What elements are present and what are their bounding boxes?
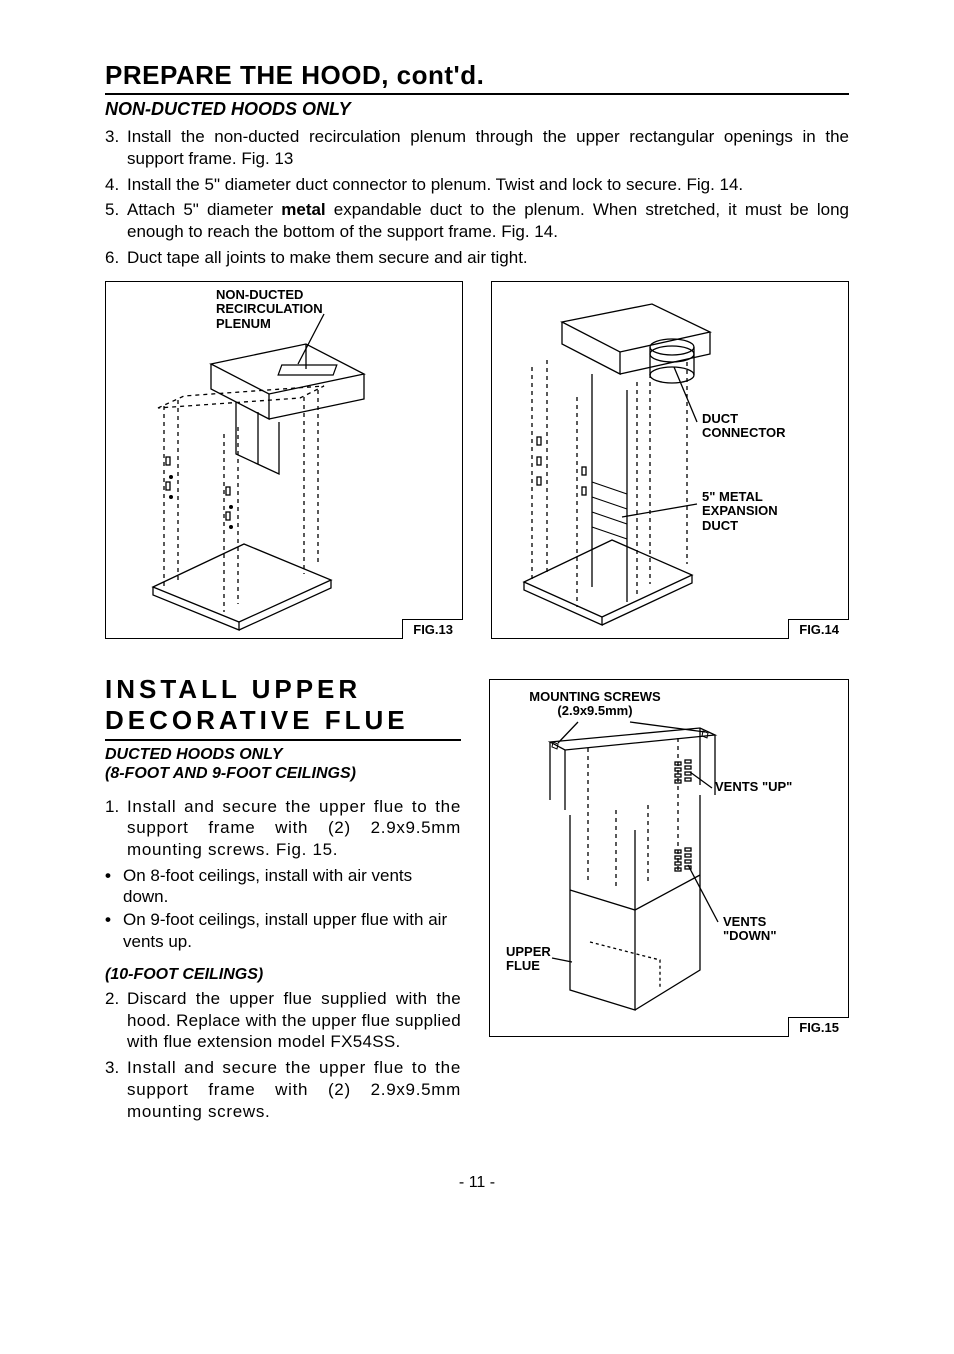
- callout-line: MOUNTING SCREWS: [520, 690, 670, 705]
- page-number: - 11 -: [105, 1174, 849, 1192]
- callout-line: VENTS: [723, 915, 777, 930]
- callout-upper-flue: UPPER FLUE: [506, 945, 551, 975]
- callout-line: FLUE: [506, 959, 551, 974]
- callout-line: PLENUM: [216, 317, 323, 332]
- figure-14: DUCT CONNECTOR 5" METAL EXPANSION DUCT: [491, 281, 849, 639]
- callout-connector: DUCT CONNECTOR: [702, 412, 786, 442]
- section-title: PREPARE THE HOOD, cont'd.: [105, 60, 849, 95]
- callout-line: 5" METAL: [702, 490, 778, 505]
- figure-label: FIG.14: [788, 619, 849, 639]
- section-title-2-line1: INSTALL UPPER: [105, 675, 461, 705]
- step-list-2: 1. Install and secure the upper flue to …: [105, 796, 461, 861]
- callout-line: UPPER: [506, 945, 551, 960]
- step-list-1: 3. Install the non-ducted recirculation …: [105, 126, 849, 269]
- figure-14-svg: [492, 282, 848, 636]
- subsection-10ft: (10-FOOT CEILINGS): [105, 966, 461, 984]
- step-item: 1. Install and secure the upper flue to …: [105, 796, 461, 861]
- callout-vents-down: VENTS "DOWN": [723, 915, 777, 945]
- step-num: 4.: [105, 174, 127, 196]
- callout-plenum: NON-DUCTED RECIRCULATION PLENUM: [216, 288, 323, 333]
- bullet-text: On 9-foot ceilings, install upper flue w…: [123, 909, 461, 952]
- figure-13: NON-DUCTED RECIRCULATION PLENUM: [105, 281, 463, 639]
- callout-line: "DOWN": [723, 929, 777, 944]
- callout-line: CONNECTOR: [702, 426, 786, 441]
- bullet-icon: •: [105, 865, 123, 908]
- step-item: 3. Install the non-ducted recirculation …: [105, 126, 849, 170]
- bullet-item: • On 9-foot ceilings, install upper flue…: [105, 909, 461, 952]
- step-pre: Attach 5" diameter: [127, 200, 281, 219]
- step-num: 6.: [105, 247, 127, 269]
- step-text: Install and secure the upper flue to the…: [127, 796, 461, 861]
- callout-line: DUCT: [702, 519, 778, 534]
- callout-line: NON-DUCTED: [216, 288, 323, 303]
- step-bold: metal: [281, 200, 325, 219]
- figure-label: FIG.15: [788, 1017, 849, 1037]
- step-text: Install and secure the upper flue to the…: [127, 1057, 461, 1122]
- step-text: Install the 5" diameter duct connector t…: [127, 174, 849, 196]
- bullet-list: • On 8-foot ceilings, install with air v…: [105, 865, 461, 952]
- subsection-title: NON-DUCTED HOODS ONLY: [105, 99, 849, 120]
- bullet-text: On 8-foot ceilings, install with air ven…: [123, 865, 461, 908]
- subsection-ducted: DUCTED HOODS ONLY (8-FOOT AND 9-FOOT CEI…: [105, 745, 461, 783]
- figure-15-svg: [490, 680, 846, 1034]
- step-item: 3. Install and secure the upper flue to …: [105, 1057, 461, 1122]
- callout-line: EXPANSION: [702, 504, 778, 519]
- callout-expansion: 5" METAL EXPANSION DUCT: [702, 490, 778, 535]
- step-num: 1.: [105, 796, 127, 861]
- figure-15: MOUNTING SCREWS (2.9x9.5mm) VENTS "UP" V…: [489, 679, 849, 1037]
- callout-line: DUCT: [702, 412, 786, 427]
- step-num: 5.: [105, 199, 127, 243]
- step-num: 3.: [105, 1057, 127, 1122]
- bullet-item: • On 8-foot ceilings, install with air v…: [105, 865, 461, 908]
- callout-vents-up: VENTS "UP": [715, 780, 792, 795]
- step-item: 4. Install the 5" diameter duct connecto…: [105, 174, 849, 196]
- step-text: Discard the upper flue supplied with the…: [127, 988, 461, 1053]
- step-item: 2. Discard the upper flue supplied with …: [105, 988, 461, 1053]
- sub-line: (8-FOOT AND 9-FOOT CEILINGS): [105, 764, 461, 783]
- step-num: 3.: [105, 126, 127, 170]
- section-title-2-line2: DECORATIVE FLUE: [105, 706, 461, 741]
- callout-line: RECIRCULATION: [216, 302, 323, 317]
- figure-13-svg: [106, 282, 462, 636]
- step-item: 5. Attach 5" diameter metal expandable d…: [105, 199, 849, 243]
- step-text: Duct tape all joints to make them secure…: [127, 247, 849, 269]
- step-item: 6. Duct tape all joints to make them sec…: [105, 247, 849, 269]
- step-text: Install the non-ducted recirculation ple…: [127, 126, 849, 170]
- step-num: 2.: [105, 988, 127, 1053]
- callout-line: (2.9x9.5mm): [520, 704, 670, 719]
- step-text: Attach 5" diameter metal expandable duct…: [127, 199, 849, 243]
- callout-screws: MOUNTING SCREWS (2.9x9.5mm): [520, 690, 670, 720]
- sub-line: DUCTED HOODS ONLY: [105, 745, 461, 764]
- step-list-3: 2. Discard the upper flue supplied with …: [105, 988, 461, 1123]
- bullet-icon: •: [105, 909, 123, 952]
- figure-label: FIG.13: [402, 619, 463, 639]
